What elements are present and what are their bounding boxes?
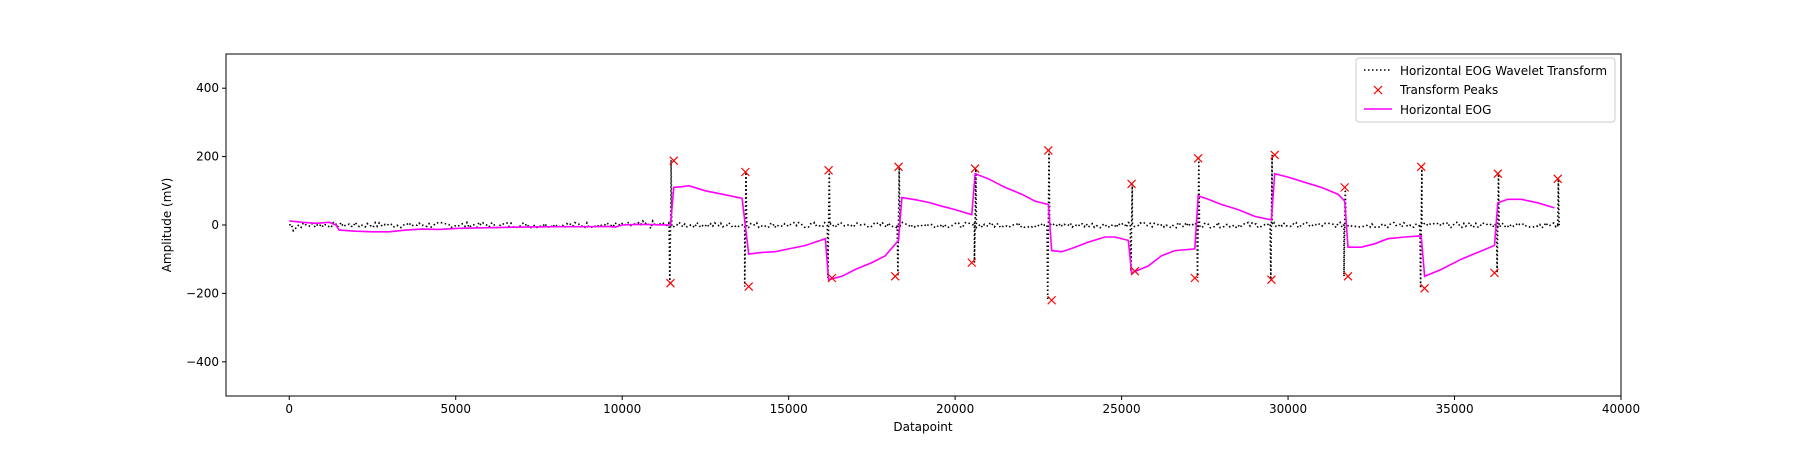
- peak-marker: [744, 282, 754, 291]
- peak-marker: [1043, 146, 1053, 155]
- marker-stroke: [666, 278, 675, 288]
- peak-marker: [1130, 266, 1140, 276]
- y-tick-label: 200: [196, 150, 219, 164]
- peak-marker: [890, 271, 900, 281]
- series-layer: [288, 146, 1563, 305]
- marker-stroke: [1490, 268, 1499, 278]
- marker-stroke: [1420, 283, 1429, 293]
- peak-marker: [1127, 179, 1137, 189]
- marker-stroke: [1493, 169, 1503, 179]
- series-line-horizontal-eog: [289, 172, 1555, 281]
- peak-marker: [1266, 275, 1276, 285]
- legend: Horizontal EOG Wavelet Transform Transfo…: [1355, 57, 1616, 123]
- x-tick-label: 15000: [770, 402, 808, 416]
- peak-marker: [967, 258, 977, 268]
- peak-marker: [1493, 169, 1503, 179]
- marker-stroke: [1127, 179, 1137, 189]
- marker-stroke: [894, 162, 903, 172]
- y-tick-label: −400: [186, 355, 219, 369]
- peak-marker: [1193, 153, 1203, 163]
- peak-marker: [894, 162, 903, 172]
- marker-stroke: [824, 165, 834, 175]
- peak-marker: [827, 273, 837, 283]
- peak-marker: [669, 156, 679, 166]
- marker-stroke: [669, 156, 679, 166]
- peak-marker: [1553, 174, 1563, 184]
- peak-marker: [1190, 273, 1200, 283]
- y-axis-label: Amplitude (mV): [160, 178, 174, 273]
- peak-marker: [1420, 283, 1429, 293]
- marker-stroke: [1416, 162, 1426, 172]
- y-tick-label: 0: [211, 218, 219, 232]
- legend-label-peaks: Transform Peaks: [1399, 83, 1498, 97]
- marker-stroke: [970, 164, 980, 173]
- x-tick-label: 10000: [603, 402, 641, 416]
- y-axis: −400 −200 0 200 400: [186, 81, 226, 369]
- peak-marker: [1416, 162, 1426, 172]
- x-axis: 0 5000 10000 15000 20000 25000 30000 35000 40000: [285, 396, 1640, 416]
- marker-stroke: [1553, 174, 1563, 184]
- peak-marker: [740, 167, 750, 177]
- peak-marker: [970, 164, 980, 173]
- legend-label-transform: Horizontal EOG Wavelet Transform: [1400, 64, 1607, 78]
- peak-marker: [1270, 150, 1280, 160]
- x-tick-label: 5000: [440, 402, 471, 416]
- y-tick-label: 400: [196, 81, 219, 95]
- peak-marker: [1490, 268, 1499, 278]
- marker-stroke: [1343, 271, 1353, 281]
- series-line-wavelet-transform: [288, 150, 1561, 301]
- peak-marker: [666, 278, 675, 288]
- x-axis-label: Datapoint: [893, 420, 953, 434]
- x-tick-label: 40000: [1602, 402, 1640, 416]
- x-tick-label: 0: [285, 402, 293, 416]
- peak-marker: [1047, 295, 1057, 305]
- legend-swatch-peaks: [1373, 85, 1383, 95]
- x-tick-label: 25000: [1103, 402, 1141, 416]
- x-tick-label: 20000: [936, 402, 974, 416]
- marker-stroke: [740, 167, 750, 177]
- marker-stroke: [1373, 85, 1383, 95]
- marker-stroke: [1047, 295, 1057, 305]
- peak-marker: [824, 165, 834, 175]
- marker-stroke: [1193, 153, 1203, 163]
- x-tick-label: 35000: [1435, 402, 1473, 416]
- peak-marker: [1340, 182, 1350, 192]
- marker-stroke: [1043, 146, 1053, 155]
- marker-stroke: [890, 271, 900, 281]
- x-tick-label: 30000: [1269, 402, 1307, 416]
- marker-stroke: [967, 258, 977, 268]
- marker-stroke: [1266, 275, 1276, 285]
- marker-stroke: [1190, 273, 1200, 283]
- legend-label-eog: Horizontal EOG: [1400, 103, 1491, 117]
- y-tick-label: −200: [186, 286, 219, 300]
- marker-stroke: [744, 282, 754, 291]
- marker-stroke: [827, 273, 837, 283]
- marker-stroke: [1130, 266, 1140, 276]
- peak-marker: [1343, 271, 1353, 281]
- marker-stroke: [1340, 182, 1350, 192]
- legend-peak-marker: [1373, 85, 1383, 95]
- marker-stroke: [1270, 150, 1280, 160]
- legend-frame: [1355, 57, 1616, 123]
